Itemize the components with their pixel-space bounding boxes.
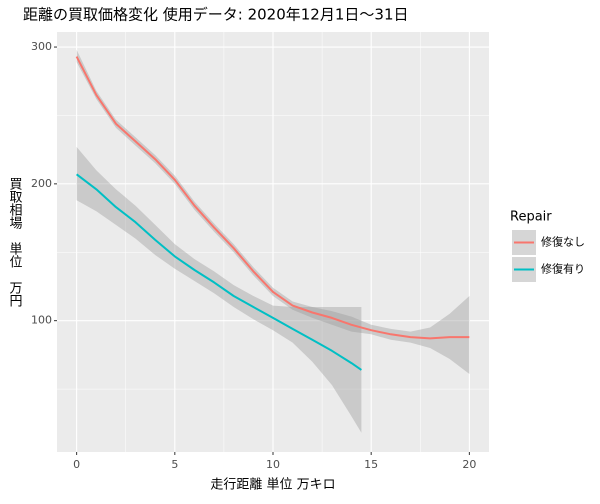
legend-label: 修復なし [541,235,585,249]
x-tick-label: 0 [73,458,80,471]
x-tick-label: 5 [171,458,178,471]
x-tick-label: 20 [462,458,476,471]
confidence-band [76,146,362,433]
y-tick-label: 200 [31,177,52,190]
line [75,173,362,371]
legend-title: Repair [510,210,552,225]
confidence-band [76,49,470,375]
y-axis-label: 買取相場 単位 万円 [7,177,23,307]
legend-label: 修復有り [541,262,585,276]
chart-title: 距離の買取価格変化 使用データ: 2020年12月1日～31日 [23,6,408,24]
y-tick-label: 300 [31,40,52,53]
y-tick-label: 100 [31,314,52,327]
x-tick-label: 10 [266,458,280,471]
line [75,56,470,340]
x-axis-label: 走行距離 単位 万キロ [210,477,335,493]
x-tick-label: 15 [364,458,378,471]
